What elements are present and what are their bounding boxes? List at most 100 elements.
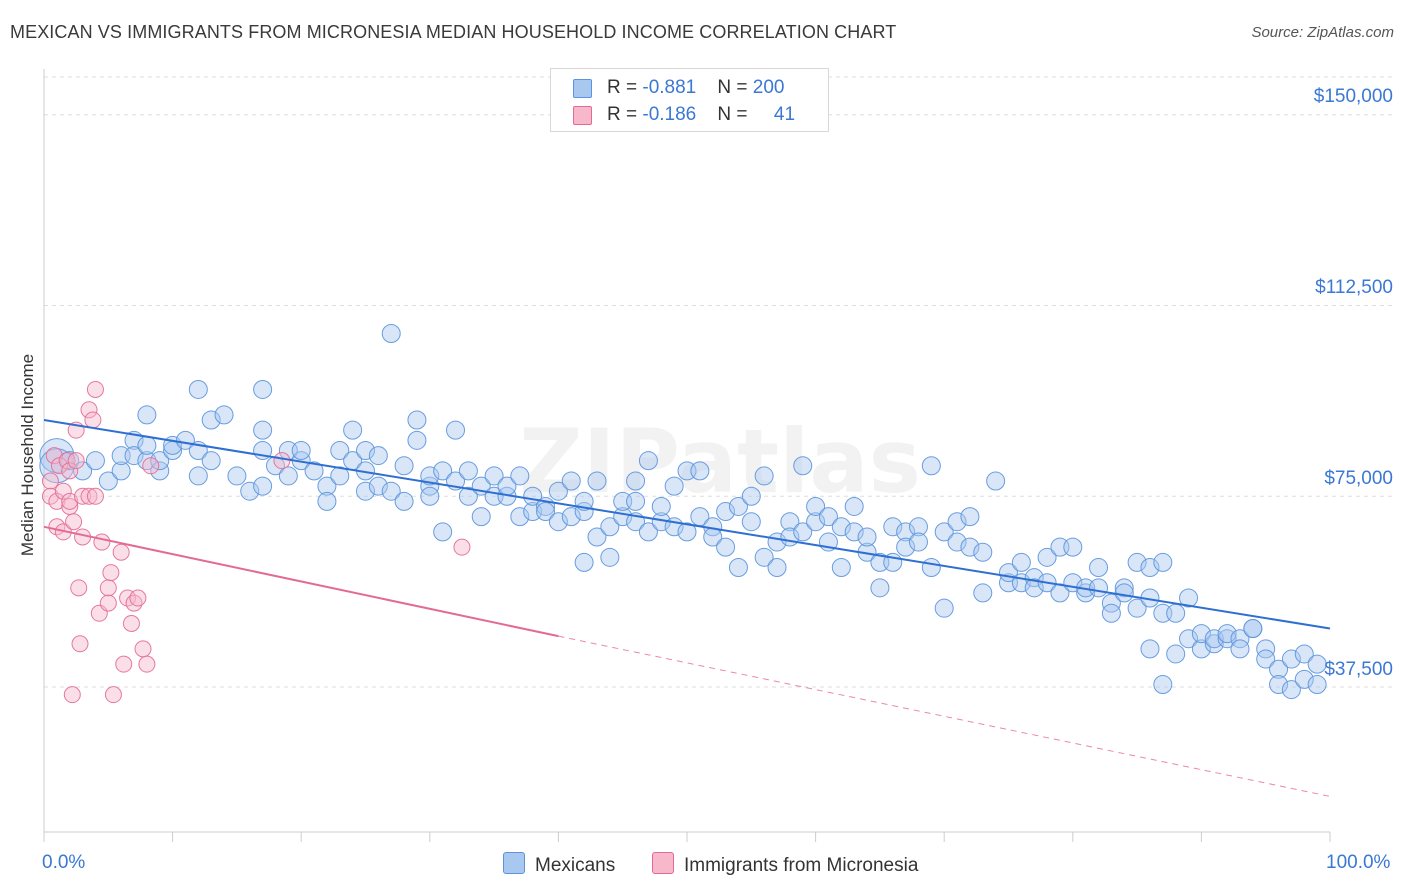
y-tick-label-112500: $112,500: [1315, 277, 1393, 298]
point-mexicans-64: [484, 466, 504, 486]
point-mexicans-59: [446, 420, 466, 440]
point-mexicans-119: [818, 507, 838, 527]
point-micronesia-10: [61, 462, 79, 480]
point-mexicans-159: [1089, 578, 1109, 598]
point-micronesia-12: [63, 686, 81, 704]
bottom-legend-label-mexicans: Mexicans: [535, 855, 616, 876]
point-mexicans-161: [1101, 593, 1121, 613]
point-mexicans-51: [407, 430, 427, 450]
point-micronesia-20: [80, 401, 98, 419]
point-micronesia-37: [134, 640, 152, 658]
point-mexicans-194: [1307, 674, 1327, 694]
point-micronesia-36: [129, 589, 147, 607]
point-micronesia-23: [86, 380, 104, 398]
point-mexicans-81: [587, 471, 607, 491]
series-mexicans-points: [39, 324, 1327, 700]
point-mexicans-24: [227, 466, 247, 486]
point-micronesia-22: [84, 411, 102, 429]
point-mexicans-63: [471, 507, 491, 527]
point-mexicans-76: [561, 507, 581, 527]
point-mexicans-3: [73, 461, 93, 481]
point-mexicans-151: [1037, 547, 1057, 567]
point-mexicans-11: [137, 435, 157, 455]
point-micronesia-41: [453, 538, 471, 556]
point-micronesia-14: [67, 452, 85, 470]
point-mexicans-91: [638, 451, 658, 471]
point-micronesia-31: [112, 543, 130, 561]
point-mexicans-195: [1140, 639, 1160, 659]
point-mexicans-44: [356, 441, 375, 460]
point-mexicans-13: [150, 461, 170, 481]
point-mexicans-19: [188, 466, 208, 486]
point-micronesia-3: [48, 492, 66, 510]
point-micronesia-17: [71, 635, 89, 653]
point-mexicans-23: [214, 405, 234, 425]
point-mexicans-160: [1089, 557, 1109, 577]
source-label: Source: ZipAtlas.com: [1251, 24, 1394, 41]
point-micronesia-32: [115, 655, 133, 673]
point-mexicans-132: [908, 517, 928, 537]
point-mexicans-4: [85, 451, 105, 471]
point-mexicans-137: [934, 522, 954, 542]
point-mexicans-28: [253, 420, 273, 440]
point-micronesia-11: [61, 492, 79, 510]
point-mexicans-52: [407, 410, 427, 430]
point-mexicans-170: [1153, 552, 1173, 572]
point-mexicans-128: [883, 517, 903, 537]
point-mexicans-94: [664, 476, 684, 496]
point-mexicans-184: [1243, 619, 1263, 639]
bottom-legend-micronesia: Immigrants from Micronesia: [652, 852, 918, 877]
point-mexicans-60: [458, 461, 478, 481]
point-mexicans-133: [908, 532, 928, 552]
point-mexicans-96: [677, 522, 697, 542]
bottom-legend-swatch-micronesia: [652, 852, 674, 874]
point-mexicans-83: [600, 517, 620, 537]
point-mexicans-193: [1307, 654, 1327, 674]
point-mexicans-189: [1281, 680, 1301, 700]
point-mexicans-164: [1114, 583, 1134, 603]
point-mexicans-47: [381, 481, 401, 501]
point-mexicans-68: [510, 466, 530, 486]
point-mexicans-75: [548, 512, 568, 532]
trend-lines: [43, 418, 1331, 797]
point-mexicans-36: [317, 476, 337, 496]
axes: [43, 69, 1331, 842]
point-mexicans-50: [394, 456, 414, 476]
point-micronesia-21: [80, 487, 98, 505]
point-mexicans-107: [741, 486, 761, 506]
point-mexicans-142: [973, 542, 993, 562]
point-mexicans-25: [240, 481, 260, 501]
point-mexicans-22: [201, 410, 221, 430]
trend-line-micronesia: [43, 525, 559, 638]
legend-swatch-mexicans: [573, 79, 592, 98]
series-micronesia-points: [41, 380, 471, 704]
point-mexicans-106: [741, 512, 761, 532]
bottom-legend-label-micronesia: Immigrants from Micronesia: [684, 855, 919, 876]
point-mexicans-9: [124, 446, 144, 466]
point-mexicans-150: [1024, 578, 1044, 598]
point-mexicans-54: [420, 486, 440, 506]
point-mexicans-115: [793, 456, 813, 476]
point-mexicans-130: [896, 522, 916, 542]
point-mexicans-69: [510, 507, 530, 527]
legend-stat-mexicans: R = -0.881 N = 200: [607, 77, 785, 98]
point-mexicans-188: [1269, 674, 1289, 694]
point-mexicans-26: [253, 476, 273, 496]
point-mexicans-46: [368, 446, 388, 466]
point-mexicans-84: [600, 547, 620, 567]
point-mexicans-131: [896, 537, 916, 557]
point-mexicans-141: [960, 537, 980, 557]
point-mexicans-5: [98, 471, 118, 491]
point-mexicans-191: [1294, 669, 1314, 689]
point-mexicans-12: [137, 405, 157, 425]
watermark: ZIPatlas: [519, 410, 921, 513]
point-mexicans-99: [690, 461, 710, 481]
point-mexicans-144: [986, 471, 1006, 491]
point-mexicans-187: [1269, 659, 1289, 679]
point-mexicans-73: [536, 502, 556, 522]
point-mexicans-140: [960, 507, 980, 527]
point-micronesia-8: [58, 452, 76, 470]
point-micronesia-2: [45, 447, 63, 465]
point-mexicans-173: [1179, 588, 1199, 608]
point-mexicans-125: [857, 527, 877, 547]
